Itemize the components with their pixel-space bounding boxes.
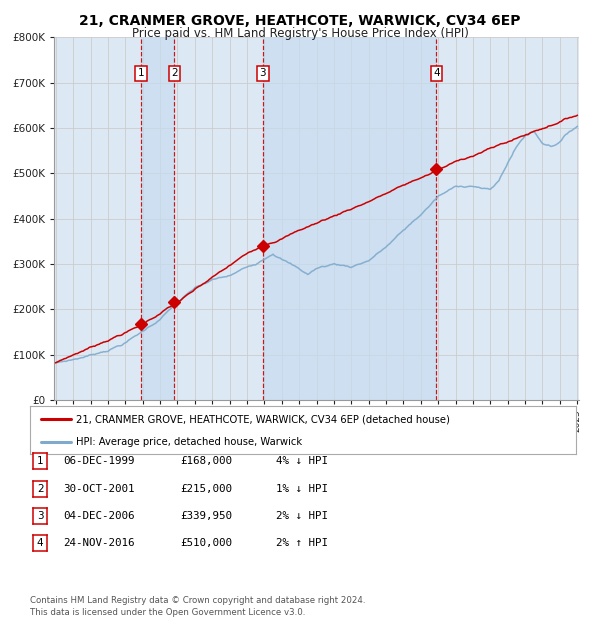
Text: 1: 1 [138,68,145,79]
Text: 30-OCT-2001: 30-OCT-2001 [63,484,134,494]
Text: Contains HM Land Registry data © Crown copyright and database right 2024.
This d: Contains HM Land Registry data © Crown c… [30,596,365,617]
Text: 4% ↓ HPI: 4% ↓ HPI [276,456,328,466]
Text: Price paid vs. HM Land Registry's House Price Index (HPI): Price paid vs. HM Land Registry's House … [131,27,469,40]
Bar [263,37,436,400]
Text: 21, CRANMER GROVE, HEATHCOTE, WARWICK, CV34 6EP: 21, CRANMER GROVE, HEATHCOTE, WARWICK, C… [79,14,521,28]
Text: 2% ↑ HPI: 2% ↑ HPI [276,538,328,548]
Text: 4: 4 [433,68,440,79]
Text: 2% ↓ HPI: 2% ↓ HPI [276,511,328,521]
Text: 3: 3 [260,68,266,79]
Text: £339,950: £339,950 [180,511,232,521]
Bar [141,37,175,400]
Text: 4: 4 [37,538,44,548]
Text: 2: 2 [37,484,44,494]
Text: 2: 2 [171,68,178,79]
Text: HPI: Average price, detached house, Warwick: HPI: Average price, detached house, Warw… [76,437,302,447]
Text: 04-DEC-2006: 04-DEC-2006 [63,511,134,521]
Text: £510,000: £510,000 [180,538,232,548]
Text: 24-NOV-2016: 24-NOV-2016 [63,538,134,548]
Text: 21, CRANMER GROVE, HEATHCOTE, WARWICK, CV34 6EP (detached house): 21, CRANMER GROVE, HEATHCOTE, WARWICK, C… [76,414,450,425]
Text: 06-DEC-1999: 06-DEC-1999 [63,456,134,466]
Text: £168,000: £168,000 [180,456,232,466]
Text: 1% ↓ HPI: 1% ↓ HPI [276,484,328,494]
Text: 1: 1 [37,456,44,466]
Text: 3: 3 [37,511,44,521]
Text: £215,000: £215,000 [180,484,232,494]
